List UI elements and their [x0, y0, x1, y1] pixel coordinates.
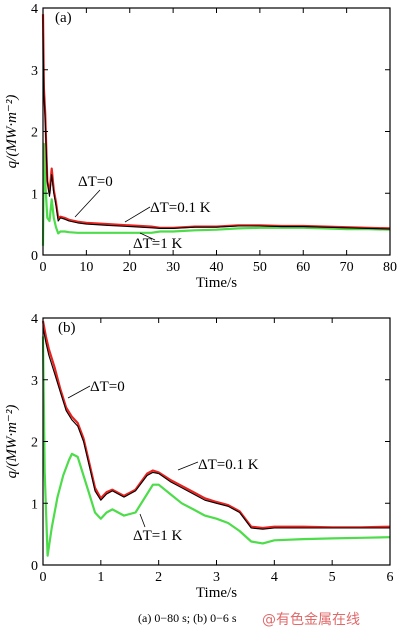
- series-annotation-0-1: ΔT=0.1 K: [150, 200, 211, 216]
- y-axis-label-1: q/(MW·m⁻²): [4, 405, 20, 479]
- x-tick-label-0-2: 20: [123, 260, 137, 275]
- series-line-1-0: [42, 327, 390, 530]
- y-axis-label-0: q/(MW·m⁻²): [4, 95, 20, 169]
- y-tick-label-1-1: 1: [31, 497, 38, 512]
- x-tick-label-0-7: 70: [340, 260, 354, 275]
- x-tick-label-0-6: 60: [296, 260, 310, 275]
- figure-caption: (a) 0−80 s; (b) 0−6 s: [138, 611, 237, 625]
- series-annotation-1-2: ΔT=1 K: [133, 528, 183, 544]
- series-line-1-1: [41, 320, 391, 530]
- series-annotation-1-1: ΔT=0.1 K: [198, 457, 259, 473]
- series-line-1-2: [41, 336, 391, 557]
- annotation-leader-0-1: [124, 206, 151, 223]
- x-tick-label-1-4: 4: [271, 570, 278, 585]
- panel-label-1: (b): [58, 320, 76, 336]
- series-annotation-0-0: ΔT=0: [78, 174, 113, 190]
- x-tick-label-1-0: 0: [40, 570, 47, 585]
- y-tick-label-0-1: 1: [31, 187, 38, 202]
- series-line-0-2: [41, 142, 391, 246]
- series-line-0-0: [42, 32, 391, 230]
- x-tick-label-1-6: 6: [387, 570, 394, 585]
- x-tick-label-1-2: 2: [155, 570, 162, 585]
- annotation-leader-1-0: [67, 385, 91, 399]
- plot-frame-0: [42, 7, 391, 256]
- watermark: @有色金属在线: [262, 612, 360, 628]
- x-tick-label-1-3: 3: [213, 570, 220, 585]
- x-tick-label-0-5: 50: [253, 260, 267, 275]
- x-tick-label-1-1: 1: [97, 570, 104, 585]
- y-tick-label-1-4: 4: [31, 312, 38, 327]
- annotation-leader-0-0: [74, 189, 101, 218]
- x-axis-label-1: Time/s: [196, 585, 237, 601]
- y-tick-label-1-3: 3: [31, 374, 38, 389]
- annotation-leader-1-1: [177, 461, 199, 471]
- y-tick-label-0-4: 4: [31, 2, 38, 17]
- x-tick-label-0-8: 80: [383, 260, 397, 275]
- series-annotation-0-2: ΔT=1 K: [133, 236, 183, 252]
- panel-label-0: (a): [55, 10, 72, 26]
- series-line-0-1: [41, 14, 391, 230]
- y-tick-label-1-0: 0: [31, 559, 38, 574]
- x-tick-label-0-1: 10: [79, 260, 93, 275]
- y-tick-label-0-3: 3: [31, 64, 38, 79]
- x-tick-label-0-0: 0: [40, 260, 47, 275]
- x-tick-label-0-3: 30: [166, 260, 180, 275]
- series-annotation-1-0: ΔT=0: [90, 379, 125, 395]
- x-axis-label-0: Time/s: [196, 275, 237, 291]
- y-tick-label-1-2: 2: [31, 436, 38, 451]
- annotation-leader-1-2: [139, 513, 146, 528]
- x-tick-label-1-5: 5: [329, 570, 336, 585]
- annotation-leader-0-2: [139, 232, 156, 241]
- y-tick-label-0-0: 0: [31, 249, 38, 264]
- y-tick-label-0-2: 2: [31, 126, 38, 141]
- x-tick-label-0-4: 40: [210, 260, 224, 275]
